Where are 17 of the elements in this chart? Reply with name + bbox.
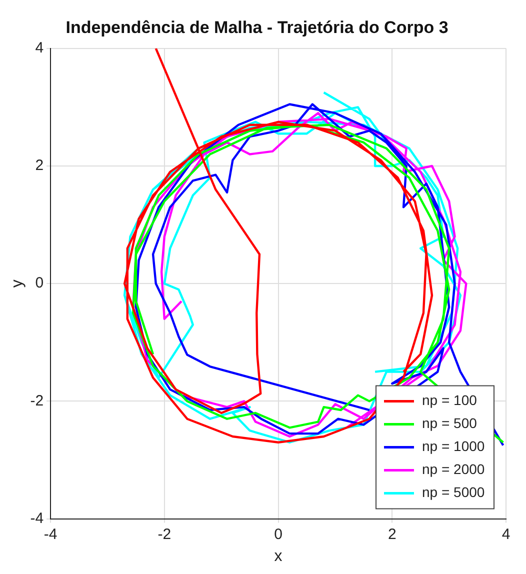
x-axis-title: x (274, 548, 282, 565)
x-tick-label: 0 (274, 526, 282, 543)
y-tick-label: 0 (35, 274, 44, 292)
legend-label: np = 500 (422, 415, 478, 432)
y-tick-label: 4 (35, 40, 44, 57)
legend-label: np = 1000 (422, 438, 485, 454)
y-tick-label: 2 (35, 157, 44, 174)
x-tick-label: 2 (388, 526, 396, 543)
legend-label: np = 100 (422, 392, 478, 408)
y-axis-title: y (9, 280, 26, 288)
legend-label: np = 2000 (422, 461, 485, 478)
legend-label: np = 5000 (422, 484, 485, 500)
chart-title: Independência de Malha - Trajetória do Corpo 3 (66, 18, 448, 37)
x-tick-label: -2 (158, 526, 172, 543)
x-tick-label: 4 (502, 526, 510, 543)
y-tick-label: -2 (30, 392, 44, 410)
y-tick-label: -4 (30, 510, 44, 527)
